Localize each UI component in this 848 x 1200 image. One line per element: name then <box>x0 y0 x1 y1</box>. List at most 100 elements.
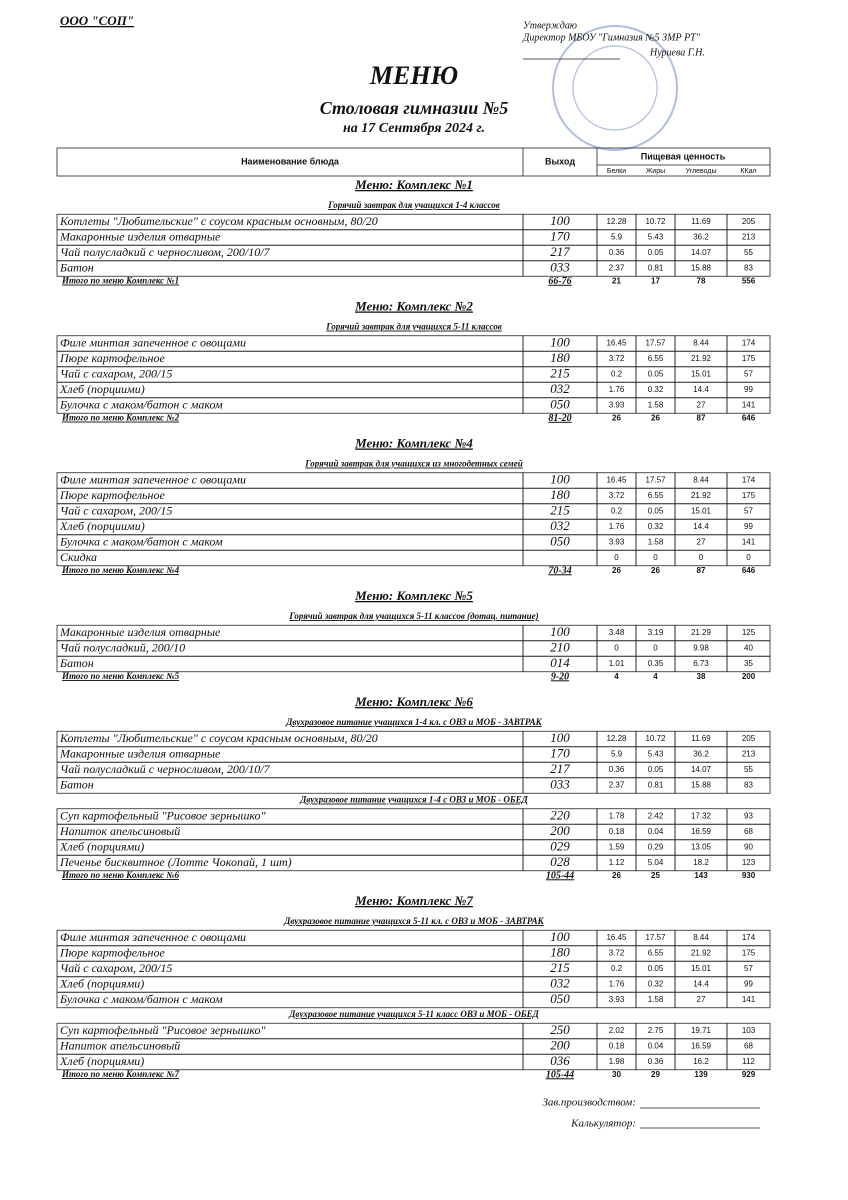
dish-nutrition: 16.59 <box>691 827 712 836</box>
dish-name: Макаронные изделия отварные <box>59 625 221 639</box>
cell <box>726 397 771 414</box>
dish-output: 100 <box>550 471 570 486</box>
total-output: 105-44 <box>546 1069 574 1080</box>
dish-nutrition: 13.05 <box>691 843 712 852</box>
dish-nutrition: 0.2 <box>611 964 623 973</box>
dish-nutrition: 57 <box>744 507 753 516</box>
dish-nutrition: 0.36 <box>648 1057 664 1066</box>
dish-nutrition: 16.45 <box>606 339 627 348</box>
dish-output: 217 <box>550 244 570 259</box>
dish-output: 100 <box>550 334 570 349</box>
dish-output: 180 <box>550 487 570 502</box>
date: на 17 Сентября 2024 г. <box>343 121 485 136</box>
section-title: Меню: Комплекс №4 <box>354 435 473 450</box>
dish-nutrition: 55 <box>744 765 753 774</box>
dish-output: 180 <box>550 350 570 365</box>
dish-nutrition: 0.36 <box>609 765 625 774</box>
total-label: Итого по меню Комплекс №4 <box>61 565 180 575</box>
dish-nutrition: 5.9 <box>611 233 623 242</box>
dish-nutrition: 35 <box>744 659 753 668</box>
total-nutrition: 139 <box>694 1070 708 1079</box>
total-nutrition: 556 <box>742 277 756 286</box>
dish-name: Хлеб (порциими) <box>59 382 145 396</box>
dish-nutrition: 213 <box>742 750 756 759</box>
dish-name: Чай с сахаром, 200/15 <box>60 503 172 517</box>
header-column: ККал <box>740 168 756 175</box>
dish-nutrition: 0.05 <box>648 765 664 774</box>
dish-nutrition: 2.42 <box>648 812 664 821</box>
dish-nutrition: 99 <box>744 385 753 394</box>
dish-nutrition: 112 <box>742 1057 755 1066</box>
dish-nutrition: 90 <box>744 843 753 852</box>
cell <box>726 655 771 673</box>
dish-output: 036 <box>550 1053 570 1068</box>
dish-name: Хлеб (порциями) <box>59 976 144 990</box>
dish-nutrition: 1.76 <box>609 522 625 531</box>
dish-nutrition: 5.43 <box>648 233 664 242</box>
signer: Нуриева Г.Н. <box>649 47 705 58</box>
header-column: Углеводы <box>685 168 716 175</box>
section-title: Меню: Комплекс №5 <box>354 588 473 603</box>
total-nutrition: 646 <box>742 566 756 575</box>
dish-nutrition: 1.12 <box>609 858 625 867</box>
total-nutrition: 17 <box>651 277 660 286</box>
total-nutrition: 29 <box>651 1070 660 1079</box>
dish-nutrition: 175 <box>742 354 756 363</box>
dish-nutrition: 12.28 <box>606 217 627 226</box>
dish-name: Булочка с маком/батон с маком <box>59 397 223 411</box>
dish-nutrition: 1.01 <box>609 659 625 668</box>
footer-manager: Зав.производством: <box>542 1097 636 1109</box>
header-output: Выход <box>545 156 575 166</box>
total-output: 70-34 <box>548 565 571 576</box>
dish-output: 029 <box>550 838 570 853</box>
total-nutrition: 200 <box>742 672 756 681</box>
dish-nutrition: 15.88 <box>691 264 712 273</box>
group-subtitle: Двухразовое питание учащихся 1-4 с ОВЗ и… <box>299 795 528 805</box>
dish-nutrition: 141 <box>742 995 756 1004</box>
dish-nutrition: 0 <box>699 553 704 562</box>
cell <box>726 991 771 1009</box>
dish-nutrition: 21.92 <box>691 491 712 500</box>
dish-nutrition: 0.04 <box>648 1042 664 1051</box>
dish-name: Чай с сахаром, 200/15 <box>60 366 172 380</box>
dish-output: 050 <box>550 396 570 411</box>
dish-nutrition: 99 <box>744 980 753 989</box>
header-column: Белки <box>607 168 626 175</box>
dish-output: 217 <box>550 761 570 776</box>
dish-nutrition: 14.4 <box>693 522 709 531</box>
dish-nutrition: 1.78 <box>609 812 625 821</box>
dish-output: 215 <box>550 502 570 517</box>
dish-nutrition: 12.28 <box>606 734 627 743</box>
dish-nutrition: 0.05 <box>648 964 664 973</box>
dish-nutrition: 17.57 <box>645 933 666 942</box>
dish-nutrition: 0 <box>746 553 751 562</box>
dish-nutrition: 0 <box>614 644 619 653</box>
dish-nutrition: 2.75 <box>648 1026 664 1035</box>
total-nutrition: 26 <box>651 414 660 423</box>
dish-nutrition: 3.93 <box>609 401 625 410</box>
dish-name: Пюре картофельное <box>59 351 165 365</box>
total-nutrition: 25 <box>651 871 660 880</box>
dish-name: Суп картофельный "Рисовое зернышко" <box>60 1023 267 1037</box>
dish-nutrition: 2.37 <box>609 781 625 790</box>
total-nutrition: 646 <box>742 414 756 423</box>
dish-name: Напиток апельсиновый <box>59 1038 180 1052</box>
dish-nutrition: 174 <box>742 476 756 485</box>
dish-nutrition: 205 <box>742 217 756 226</box>
total-output: 9-20 <box>551 671 569 682</box>
footer-calculator: Калькулятор: <box>570 1118 636 1130</box>
dish-nutrition: 2.37 <box>609 264 625 273</box>
dish-nutrition: 14.4 <box>693 980 709 989</box>
dish-nutrition: 0.04 <box>648 827 664 836</box>
total-output: 105-44 <box>546 870 574 881</box>
dish-nutrition: 17.57 <box>645 339 666 348</box>
dish-nutrition: 141 <box>742 538 756 547</box>
company: ООО "СОП" <box>60 13 134 28</box>
dish-nutrition: 1.58 <box>648 401 664 410</box>
dish-nutrition: 6.73 <box>693 659 709 668</box>
dish-nutrition: 3.72 <box>609 491 625 500</box>
dish-nutrition: 0.29 <box>648 843 664 852</box>
dish-nutrition: 21.92 <box>691 949 712 958</box>
